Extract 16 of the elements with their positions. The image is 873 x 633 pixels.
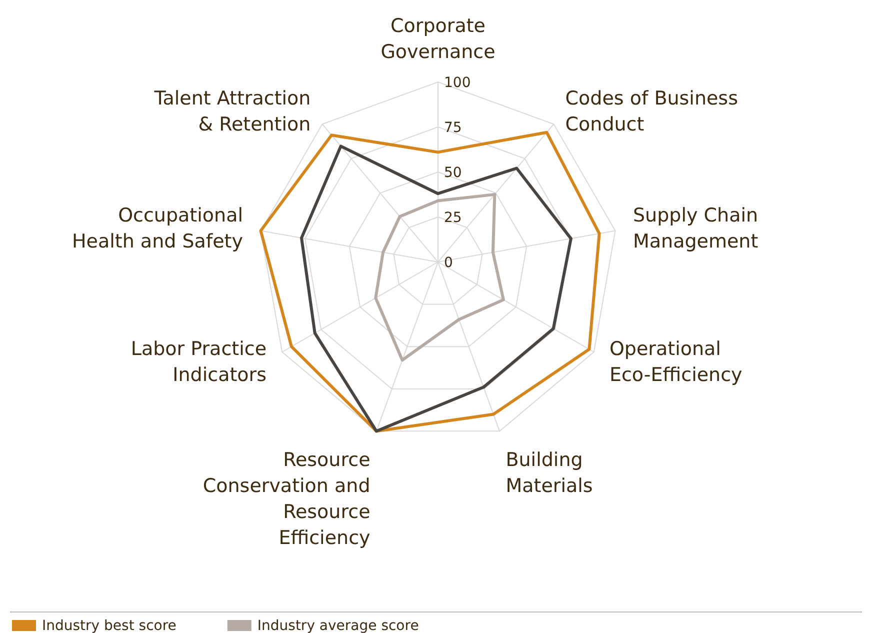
legend-label: Industry best score [42,618,176,633]
spoke-label: Occupational Health and Safety [72,204,244,253]
spoke-label: Talent Attraction & Retention [153,87,311,136]
spoke-label: Codes of Business Conduct [565,87,738,136]
y-tick-label: 75 [444,120,462,136]
legend-label: Industry average score [257,618,419,633]
spoke-label: Corporate Governance [380,15,496,63]
spoke-label: Resource Conservation and Resource Efficiency [202,449,370,550]
y-tick-label: 100 [444,75,471,91]
y-tick-label: 50 [444,165,462,181]
spoke-label: Labor Practice Indicators [130,338,267,386]
y-tick-label: 0 [444,255,453,271]
spoke-label: Operational Eco-Efficiency [609,338,742,386]
spoke-label: Supply Chain Management [632,204,758,253]
y-tick-label: 25 [444,210,462,226]
spoke-label: Building Materials [506,449,593,498]
